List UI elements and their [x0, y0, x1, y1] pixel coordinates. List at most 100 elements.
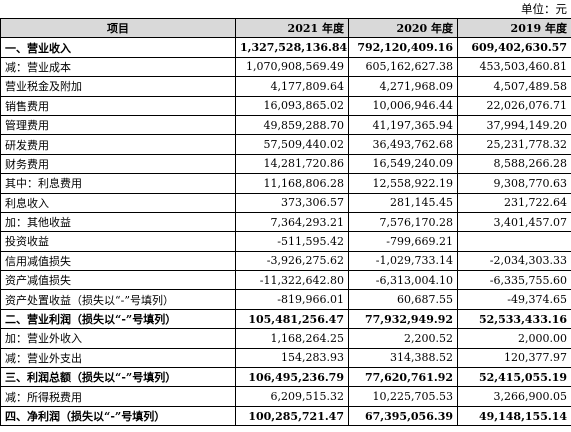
row-item-name: 加：营业外收入: [0, 328, 236, 349]
value-2020: 605,162,627.38: [348, 56, 458, 78]
value-2021: 7,364,293.21: [235, 211, 349, 233]
value-2020: 314,388.52: [348, 347, 458, 369]
value-2019: 4,507,489.58: [457, 76, 571, 97]
value-2021: -3,926,275.62: [235, 250, 349, 272]
value-2021: 1,070,908,569.49: [235, 56, 349, 78]
table-row: 二、营业利润（损失以“-”号填列） 105,481,256.47 77,932,94…: [0, 308, 571, 330]
row-item-name: 减：营业外支出: [0, 347, 236, 369]
table-row: 利息收入 373,306.57 281,145.45 231,722.64: [0, 192, 571, 213]
value-2019: 231,722.64: [457, 192, 571, 213]
value-2019: -6,335,755.60: [457, 270, 571, 291]
value-2020: 12,558,922.19: [348, 173, 458, 194]
header-2021: 2021 年度: [235, 17, 349, 39]
row-item-name: 资产减值损失: [0, 270, 236, 291]
table-row: 研发费用 57,509,440.02 36,493,762.68 25,231,778…: [0, 134, 571, 155]
value-2019: 25,231,778.32: [457, 134, 571, 155]
value-2019: 9,308,770.63: [457, 173, 571, 194]
value-2021: 14,281,720.86: [235, 153, 349, 175]
table-row: 财务费用 14,281,720.86 16,549,240.09 8,588,266.…: [0, 153, 571, 175]
row-item-name: 利息收入: [0, 192, 236, 213]
row-item-name: 二、营业利润（损失以“-”号填列）: [0, 308, 236, 330]
value-2020: 7,576,170.28: [348, 211, 458, 233]
value-2021: 100,285,721.47: [235, 405, 349, 427]
row-item-name: 三、利润总额（损失以“-”号填列）: [0, 367, 236, 388]
table-row: 加：其他收益 7,364,293.21 7,576,170.28 3,401,457.…: [0, 211, 571, 233]
row-item-name: 一、营业收入: [0, 37, 236, 58]
income-statement-table: 项目 2021 年度 2020 年度 2019 年度 一、营业收入 1,327,5…: [0, 17, 571, 427]
value-2020: -1,029,733.14: [348, 250, 458, 272]
row-item-name: 销售费用: [0, 95, 236, 116]
value-2021: 154,283.93: [235, 347, 349, 369]
value-2019: -2,034,303.33: [457, 250, 571, 272]
value-2019: -49,374.65: [457, 289, 571, 310]
table-row: 投资收益 -511,595.42 -799,669.21: [0, 231, 571, 252]
value-2019: 2,000.00: [457, 328, 571, 349]
table-row: 减：营业外支出 154,283.93 314,388.52 120,377.97: [0, 347, 571, 369]
row-item-name: 加：其他收益: [0, 211, 236, 233]
table-row: 资产处置收益（损失以“-”号填列） -819,966.01 60,687.55 -49…: [0, 289, 571, 310]
value-2019: 8,588,266.28: [457, 153, 571, 175]
value-2021: -511,595.42: [235, 231, 349, 252]
value-2020: 281,145.45: [348, 192, 458, 213]
row-item-name: 减：营业成本: [0, 56, 236, 78]
header-2019: 2019 年度: [457, 17, 571, 39]
value-2020: 36,493,762.68: [348, 134, 458, 155]
table-row: 信用减值损失 -3,926,275.62 -1,029,733.14 -2,034,3…: [0, 250, 571, 272]
value-2020: 77,620,761.92: [348, 367, 458, 388]
row-item-name: 管理费用: [0, 114, 236, 136]
value-2020: 10,006,946.44: [348, 95, 458, 116]
table-row: 减：营业成本 1,070,908,569.49 605,162,627.38 453,…: [0, 56, 571, 78]
row-item-name: 资产处置收益（损失以“-”号填列）: [0, 289, 236, 310]
row-item-name: 研发费用: [0, 134, 236, 155]
value-2020: 4,271,968.09: [348, 76, 458, 97]
value-2021: 6,209,515.32: [235, 386, 349, 407]
value-2020: 10,225,705.53: [348, 386, 458, 407]
row-item-name: 信用减值损失: [0, 250, 236, 272]
row-item-name: 财务费用: [0, 153, 236, 175]
value-2019: 120,377.97: [457, 347, 571, 369]
value-2020: 16,549,240.09: [348, 153, 458, 175]
table-row: 资产减值损失 -11,322,642.80 -6,313,004.10 -6,335,…: [0, 270, 571, 291]
value-2019: 3,266,900.05: [457, 386, 571, 407]
unit-label: 单位：元: [521, 2, 567, 16]
table-row: 其中：利息费用 11,168,806.28 12,558,922.19 9,308,7…: [0, 173, 571, 194]
row-item-name: 减：所得税费用: [0, 386, 236, 407]
header-item: 项目: [0, 17, 236, 39]
value-2021: 49,859,288.70: [235, 114, 349, 136]
value-2019: 609,402,630.57: [457, 37, 571, 58]
row-item-name: 四、净利润（损失以“-”号填列）: [0, 405, 236, 427]
value-2020: 41,197,365.94: [348, 114, 458, 136]
value-2021: 57,509,440.02: [235, 134, 349, 155]
value-2021: 106,495,236.79: [235, 367, 349, 388]
header-2020: 2020 年度: [348, 17, 458, 39]
value-2021: 11,168,806.28: [235, 173, 349, 194]
value-2020: 77,932,949.92: [348, 308, 458, 330]
value-2021: -819,966.01: [235, 289, 349, 310]
value-2019: [457, 231, 571, 252]
value-2020: -6,313,004.10: [348, 270, 458, 291]
value-2021: 373,306.57: [235, 192, 349, 213]
table-row: 四、净利润（损失以“-”号填列） 100,285,721.47 67,395,056…: [0, 405, 571, 427]
value-2019: 49,148,155.14: [457, 405, 571, 427]
value-2020: -799,669.21: [348, 231, 458, 252]
table-row: 加：营业外收入 1,168,264.25 2,200.52 2,000.00: [0, 328, 571, 349]
value-2021: 1,327,528,136.84: [235, 37, 349, 58]
table-row: 一、营业收入 1,327,528,136.84 792,120,409.16 609,…: [0, 37, 571, 58]
value-2020: 792,120,409.16: [348, 37, 458, 58]
value-2021: 4,177,809.64: [235, 76, 349, 97]
table-row: 三、利润总额（损失以“-”号填列） 106,495,236.79 77,620,76…: [0, 367, 571, 388]
value-2021: 16,093,865.02: [235, 95, 349, 116]
value-2020: 60,687.55: [348, 289, 458, 310]
table-row: 销售费用 16,093,865.02 10,006,946.44 22,026,076…: [0, 95, 571, 116]
table-header-row: 项目 2021 年度 2020 年度 2019 年度: [0, 17, 571, 39]
value-2019: 22,026,076.71: [457, 95, 571, 116]
table-row: 营业税金及附加 4,177,809.64 4,271,968.09 4,507,489…: [0, 76, 571, 97]
value-2021: -11,322,642.80: [235, 270, 349, 291]
value-2019: 453,503,460.81: [457, 56, 571, 78]
value-2019: 37,994,149.20: [457, 114, 571, 136]
table-row: 管理费用 49,859,288.70 41,197,365.94 37,994,149…: [0, 114, 571, 136]
value-2019: 52,415,055.19: [457, 367, 571, 388]
value-2020: 67,395,056.39: [348, 405, 458, 427]
row-item-name: 其中：利息费用: [0, 173, 236, 194]
value-2020: 2,200.52: [348, 328, 458, 349]
